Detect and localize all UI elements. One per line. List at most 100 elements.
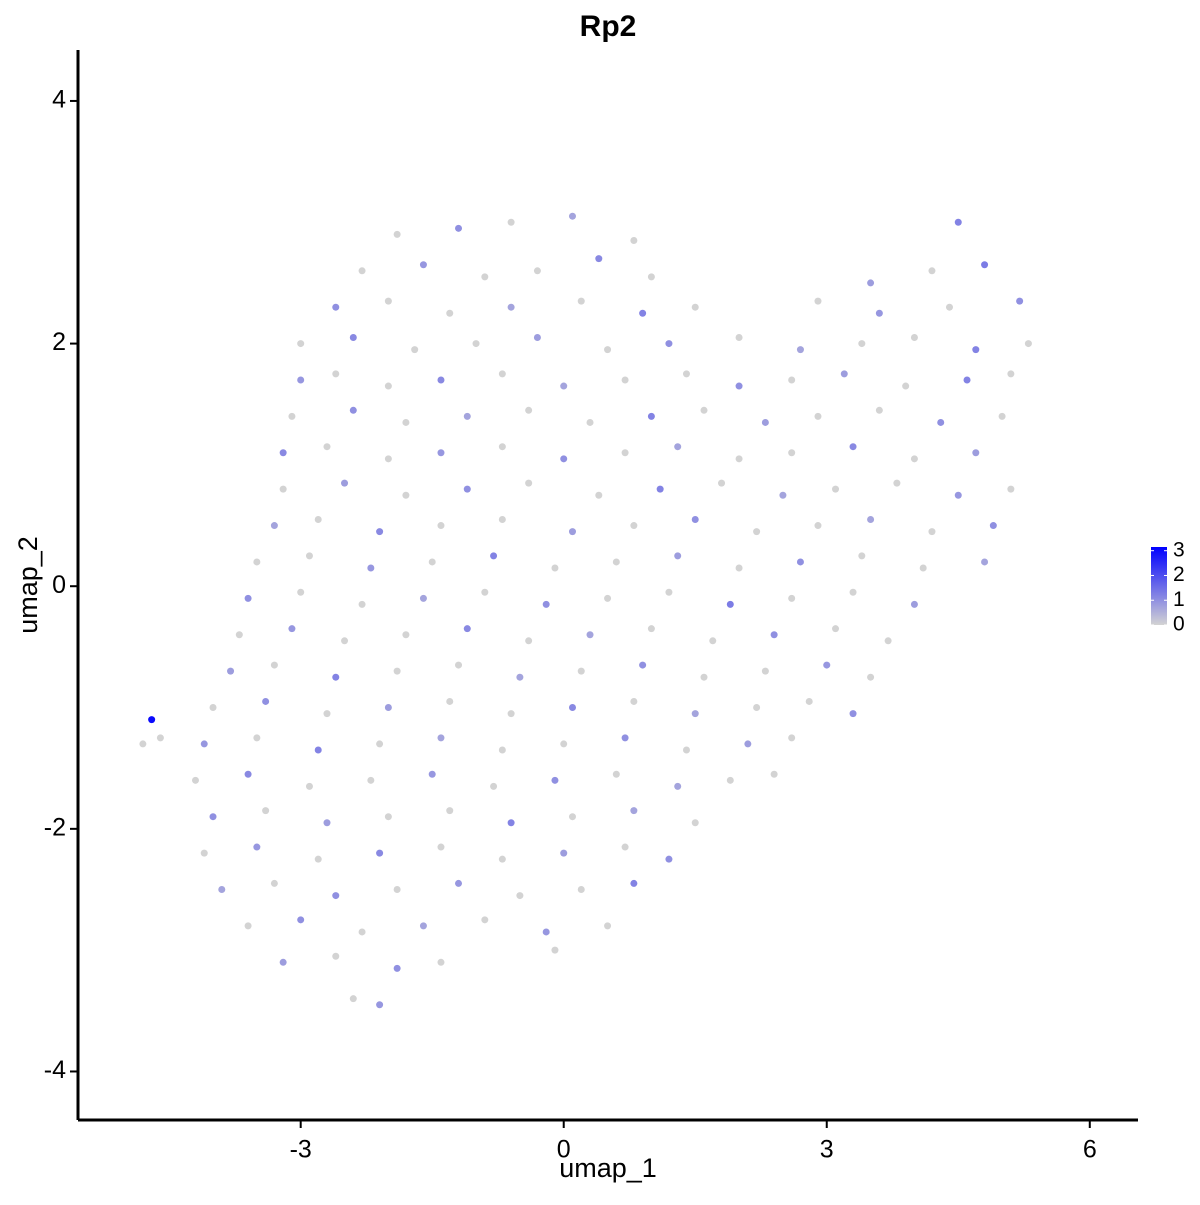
data-point (542, 928, 550, 936)
data-point (148, 716, 156, 724)
data-point (612, 770, 620, 778)
data-point (393, 230, 401, 238)
data-point (577, 886, 585, 894)
data-point (568, 212, 576, 220)
data-point (244, 922, 252, 930)
data-point (332, 952, 340, 960)
x-tick-label: 3 (820, 1136, 834, 1164)
data-point (814, 522, 822, 530)
data-point (156, 734, 164, 742)
data-point (998, 412, 1006, 420)
data-point (858, 340, 866, 348)
data-point (472, 340, 480, 348)
data-point (945, 303, 953, 311)
data-point (595, 491, 603, 499)
data-point (455, 224, 463, 232)
data-point (630, 236, 638, 244)
data-point (665, 588, 673, 596)
data-point (332, 673, 340, 681)
data-point (718, 479, 726, 487)
data-point (332, 370, 340, 378)
data-point (682, 370, 690, 378)
data-point (761, 667, 769, 675)
data-point (577, 667, 585, 675)
data-point (577, 297, 585, 305)
data-point (963, 376, 971, 384)
data-point (761, 418, 769, 426)
data-point (726, 776, 734, 784)
data-point (498, 515, 506, 523)
data-point (358, 928, 366, 936)
data-point (928, 528, 936, 536)
x-tick-label: 6 (1083, 1136, 1097, 1164)
data-point (437, 449, 445, 457)
data-point (902, 382, 910, 390)
data-point (262, 697, 270, 705)
data-point (446, 309, 454, 317)
data-point (586, 418, 594, 426)
data-point (753, 528, 761, 536)
data-point (332, 892, 340, 900)
data-point (437, 843, 445, 851)
data-point (516, 673, 524, 681)
data-point (244, 594, 252, 602)
data-point (305, 552, 313, 560)
data-point (726, 600, 734, 608)
data-point (314, 855, 322, 863)
colorbar-tick-label: 1 (1173, 588, 1185, 611)
data-point (533, 334, 541, 342)
data-point (297, 916, 305, 924)
data-point (875, 309, 883, 317)
data-point (235, 631, 243, 639)
data-point (525, 637, 533, 645)
data-point (384, 455, 392, 463)
data-point (481, 588, 489, 596)
data-point (455, 661, 463, 669)
data-point (796, 558, 804, 566)
data-point (402, 631, 410, 639)
data-point (849, 710, 857, 718)
data-point (604, 594, 612, 602)
data-point (428, 558, 436, 566)
data-point (253, 734, 261, 742)
data-point (604, 346, 612, 354)
data-point (709, 637, 717, 645)
data-point (814, 297, 822, 305)
data-point (788, 594, 796, 602)
data-point (665, 855, 673, 863)
data-point (989, 522, 997, 530)
data-point (455, 879, 463, 887)
data-point (498, 370, 506, 378)
data-point (463, 625, 471, 633)
data-point (341, 479, 349, 487)
data-point (376, 528, 384, 536)
data-point (735, 334, 743, 342)
data-point (647, 273, 655, 281)
data-point (954, 491, 962, 499)
data-point (332, 303, 340, 311)
y-tick-label: 2 (52, 328, 66, 356)
data-point (393, 886, 401, 894)
data-point (419, 922, 427, 930)
data-point (490, 782, 498, 790)
data-point (402, 418, 410, 426)
chart-title: Rp2 (580, 10, 637, 43)
data-point (349, 406, 357, 414)
data-point (735, 382, 743, 390)
data-point (910, 455, 918, 463)
data-point (788, 734, 796, 742)
data-point (244, 770, 252, 778)
data-point (437, 376, 445, 384)
x-tick-label: 0 (557, 1136, 571, 1164)
data-point (630, 807, 638, 815)
data-point (770, 631, 778, 639)
data-point (849, 443, 857, 451)
data-point (463, 412, 471, 420)
data-point (384, 297, 392, 305)
data-point (893, 479, 901, 487)
data-point (490, 552, 498, 560)
data-point (805, 697, 813, 705)
data-point (788, 376, 796, 384)
data-point (630, 879, 638, 887)
